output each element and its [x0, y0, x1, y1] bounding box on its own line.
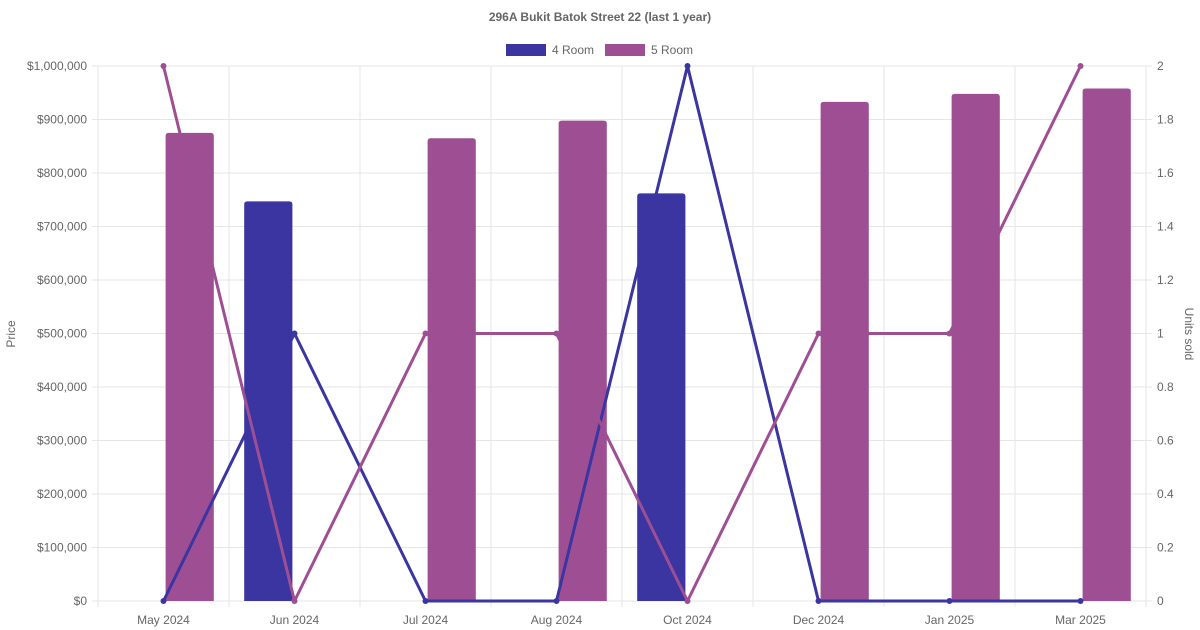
y-right-tick-label: 0.2 [1157, 541, 1174, 555]
x-tick-label: Aug 2024 [531, 613, 583, 627]
bar-5-room [820, 101, 869, 601]
y-left-tick-label: $400,000 [37, 380, 87, 394]
point-4-room [291, 330, 298, 337]
point-4-room [553, 598, 560, 604]
y-axis-right-title: Units sold [1182, 308, 1196, 361]
bar-5-room [165, 132, 214, 601]
x-tick-label: Oct 2024 [663, 613, 712, 627]
bars [165, 88, 1131, 602]
y-left-tick-label: $200,000 [37, 487, 87, 501]
lines [160, 63, 1084, 604]
legend[interactable]: 4 Room 5 Room [506, 43, 693, 57]
bar-5-room [427, 138, 476, 601]
line-4-room [162, 64, 1081, 603]
legend-label-4-room: 4 Room [552, 43, 594, 57]
y-right-tick-label: 2 [1157, 59, 1164, 73]
legend-swatch-4-room [506, 44, 546, 56]
y-left-tick-label: $800,000 [37, 166, 87, 180]
bar-5-room [558, 120, 607, 601]
point-5-room [815, 330, 822, 337]
bar-4-room [637, 193, 686, 601]
legend-item-5-room[interactable]: 5 Room [605, 43, 693, 57]
point-5-room [946, 330, 953, 337]
bar-4-room [244, 201, 293, 602]
line-5-room [162, 65, 1082, 603]
y-right-tick-label: 0.6 [1157, 434, 1174, 448]
y-left-tick-label: $300,000 [37, 434, 87, 448]
y-right-tick-label: 1.2 [1157, 273, 1174, 287]
point-5-room [684, 598, 691, 604]
point-4-room [422, 598, 429, 604]
y-right-tick-label: 1 [1157, 327, 1164, 341]
y-left-tick-label: $500,000 [37, 327, 87, 341]
bar-5-room [1082, 88, 1131, 602]
legend-label-5-room: 5 Room [651, 43, 693, 57]
y-axis-left-ticks: $0 $100,000 $200,000 $300,000 $400,000 $500,0… [27, 59, 87, 608]
y-left-tick-label: $0 [74, 594, 88, 608]
point-5-room [160, 63, 167, 69]
y-right-tick-label: 0.4 [1157, 487, 1174, 501]
point-4-room [1077, 598, 1084, 604]
point-5-room [422, 330, 429, 337]
y-left-tick-label: $900,000 [37, 113, 87, 127]
y-right-tick-label: 0.8 [1157, 380, 1174, 394]
y-right-tick-label: 1.6 [1157, 166, 1174, 180]
point-4-room [946, 598, 953, 604]
point-5-room [291, 598, 298, 604]
x-tick-label: Jan 2025 [925, 613, 975, 627]
point-5-room [553, 330, 560, 337]
y-axis-right-ticks: 0 0.2 0.4 0.6 0.8 1 1.2 1.4 1.6 1.8 2 [1157, 59, 1174, 608]
y-left-tick-label: $100,000 [37, 541, 87, 555]
point-5-room [1077, 63, 1084, 69]
y-right-tick-label: 1.4 [1157, 220, 1174, 234]
y-left-tick-label: $700,000 [37, 220, 87, 234]
x-tick-label: Jul 2024 [403, 613, 449, 627]
bar-5-room [951, 93, 1000, 601]
legend-swatch-5-room [605, 44, 645, 56]
x-axis-ticks: May 2024 Jun 2024 Jul 2024 Aug 2024 Oct 2024… [137, 613, 1106, 627]
point-4-room [815, 598, 822, 604]
chart-title: 296A Bukit Batok Street 22 (last 1 year) [489, 10, 711, 24]
x-tick-label: Mar 2025 [1055, 613, 1106, 627]
y-right-tick-label: 1.8 [1157, 113, 1174, 127]
x-tick-label: May 2024 [137, 613, 190, 627]
y-left-tick-label: $1,000,000 [27, 59, 87, 73]
y-axis-left-title: Price [4, 320, 18, 348]
x-tick-label: Dec 2024 [793, 613, 845, 627]
point-4-room [684, 63, 691, 69]
y-right-tick-label: 0 [1157, 594, 1164, 608]
point-4-room [160, 598, 167, 604]
legend-item-4-room[interactable]: 4 Room [506, 43, 594, 57]
y-left-tick-label: $600,000 [37, 273, 87, 287]
x-tick-label: Jun 2024 [270, 613, 320, 627]
